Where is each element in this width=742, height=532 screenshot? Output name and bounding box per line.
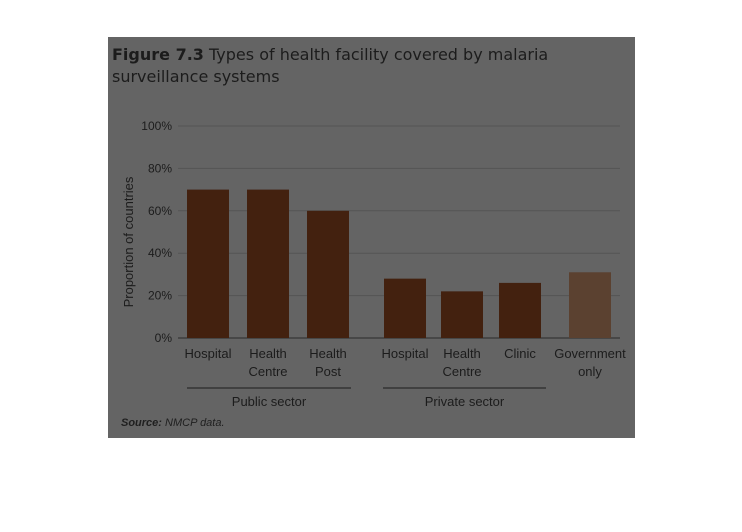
- bar: [247, 189, 289, 338]
- bars: [187, 189, 611, 338]
- figure-number: Figure 7.3: [112, 45, 204, 64]
- x-tick-label: Post: [315, 364, 341, 379]
- source-text: NMCP data.: [165, 417, 225, 429]
- bar: [187, 189, 229, 338]
- y-tick-label: 40%: [148, 246, 172, 260]
- x-tick-label: Centre: [248, 364, 287, 379]
- group-label: Public sector: [232, 394, 307, 409]
- figure-title-text: Types of health facility covered by mala…: [112, 45, 549, 86]
- x-tick-label: Clinic: [504, 346, 536, 361]
- figure-title: Figure 7.3 Types of health facility cove…: [112, 44, 627, 88]
- bar: [499, 282, 541, 338]
- y-tick-label: 0%: [155, 331, 173, 345]
- y-tick-label: 80%: [148, 161, 172, 175]
- group-label: Private sector: [425, 394, 505, 409]
- x-tick-label: Health: [309, 346, 347, 361]
- y-tick-label: 20%: [148, 289, 172, 303]
- bar: [307, 210, 349, 338]
- x-tick-label: Government: [554, 346, 626, 361]
- x-tick-label: Hospital: [382, 346, 429, 361]
- y-axis-label: Proportion of countries: [121, 176, 136, 307]
- x-tick-label: Hospital: [185, 346, 232, 361]
- x-tick-label: Health: [443, 346, 481, 361]
- group-labels: Public sector Private sector: [187, 387, 546, 409]
- y-tick-labels: 0% 20% 40% 60% 80% 100%: [141, 119, 172, 345]
- bar: [384, 278, 426, 338]
- x-tick-labels: Hospital Health Centre Health Post Hospital He…: [185, 346, 627, 379]
- x-tick-label: Health: [249, 346, 287, 361]
- y-tick-label: 60%: [148, 204, 172, 218]
- bar: [441, 291, 483, 338]
- bar: [569, 272, 611, 338]
- x-tick-label: Centre: [442, 364, 481, 379]
- y-tick-label: 100%: [141, 119, 172, 133]
- source-note: Source: NMCP data.: [121, 417, 225, 429]
- x-tick-label: only: [578, 364, 602, 379]
- source-key: Source:: [121, 417, 162, 429]
